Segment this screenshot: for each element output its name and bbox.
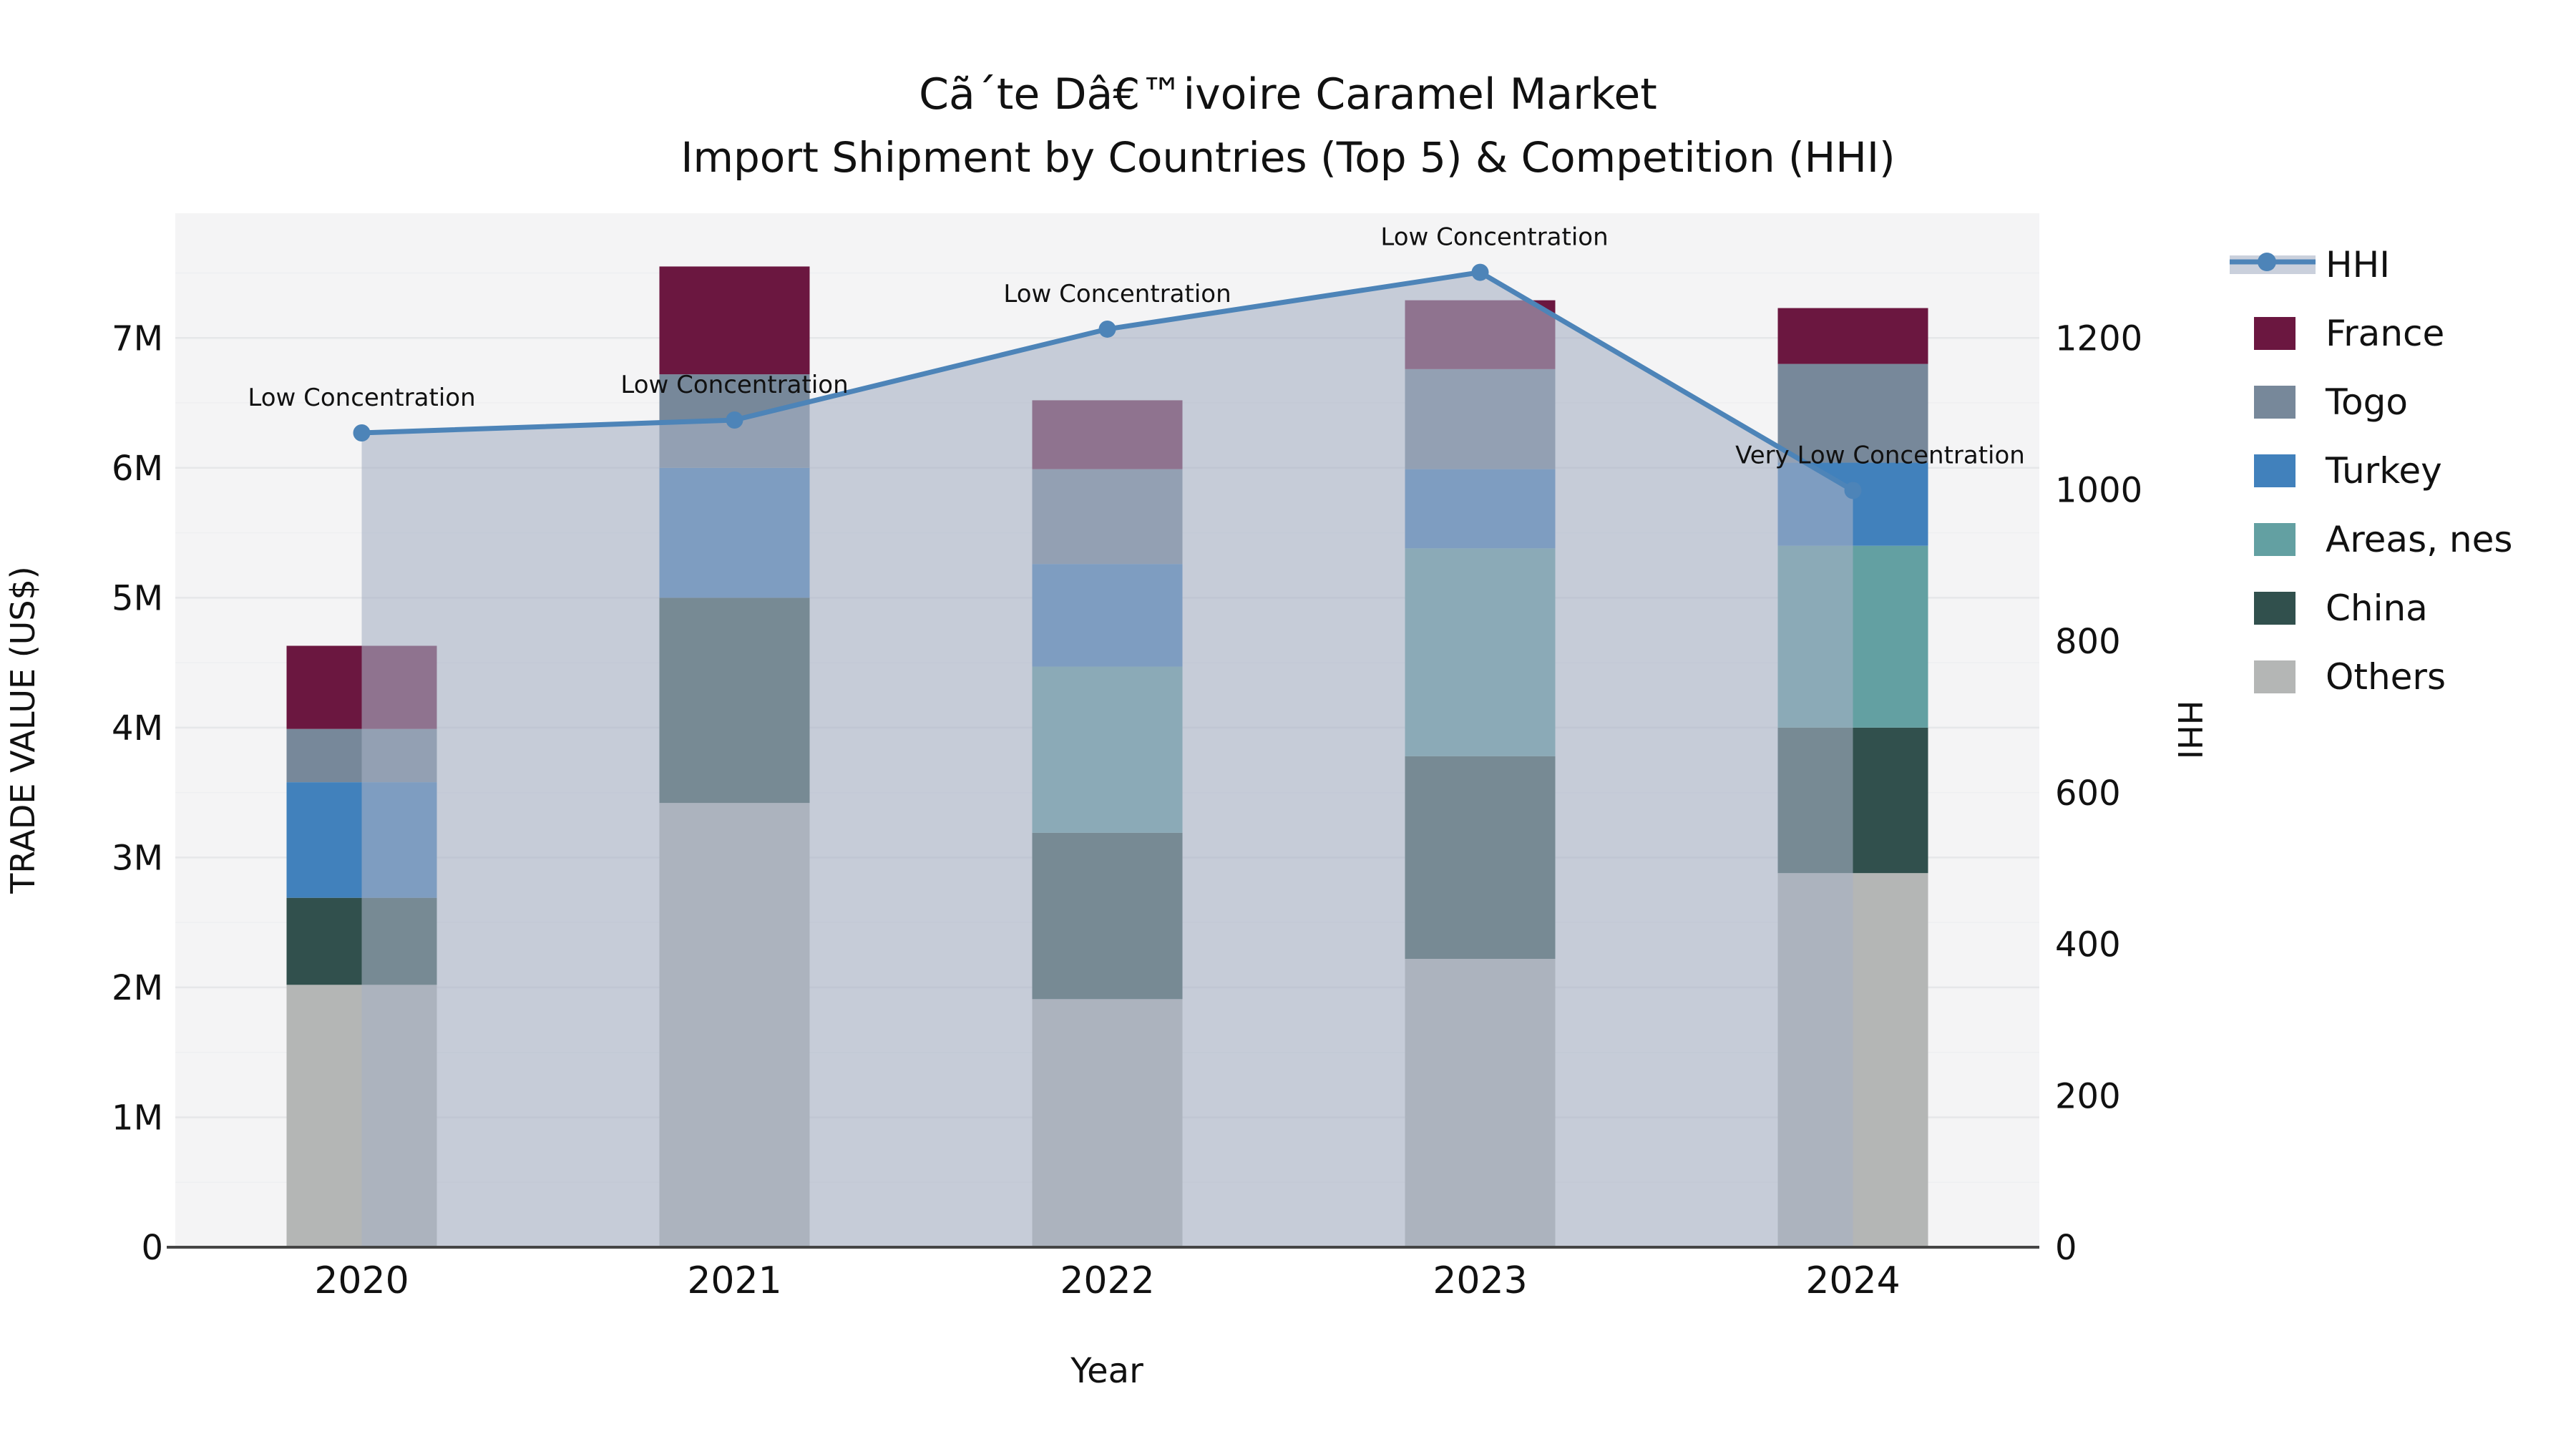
left-y-axis-title: TRADE VALUE (US$) bbox=[4, 566, 42, 894]
right-tick-label: 400 bbox=[2055, 925, 2121, 965]
right-tick-label: 1200 bbox=[2055, 319, 2142, 359]
bar-segment-2021-france bbox=[659, 266, 810, 375]
hhi-marker-2020 bbox=[353, 424, 371, 441]
bar-segment-2024-togo bbox=[1777, 364, 1928, 463]
legend-item-china: China bbox=[2254, 587, 2428, 629]
bar-segment-2024-france bbox=[1777, 308, 1928, 364]
legend-swatch-icon bbox=[2254, 317, 2296, 350]
legend-swatch-icon bbox=[2254, 454, 2296, 487]
right-tick-label: 1000 bbox=[2055, 470, 2142, 510]
right-tick-label: 200 bbox=[2055, 1076, 2121, 1116]
left-tick-label: 7M bbox=[112, 318, 163, 358]
x-tick-label-2023: 2023 bbox=[1433, 1259, 1527, 1302]
legend-label: HHI bbox=[2326, 244, 2390, 286]
right-tick-label: 0 bbox=[2055, 1228, 2077, 1268]
legend-label: China bbox=[2326, 587, 2428, 629]
hhi-marker-2021 bbox=[726, 411, 743, 429]
legend-label: Others bbox=[2326, 656, 2446, 698]
legend-swatch-icon bbox=[2254, 660, 2296, 693]
left-tick-label: 6M bbox=[112, 449, 163, 489]
annotation-2024: Very Low Concentration bbox=[1735, 441, 2025, 469]
annotation-2021: Low Concentration bbox=[620, 371, 848, 399]
legend-item-hhi: HHI bbox=[2230, 244, 2390, 286]
left-tick-label: 1M bbox=[112, 1098, 163, 1138]
x-axis-title: Year bbox=[1070, 1351, 1143, 1391]
left-tick-label: 3M bbox=[112, 838, 163, 878]
legend-item-turkey: Turkey bbox=[2254, 450, 2442, 492]
hhi-marker-2024 bbox=[1844, 482, 1862, 499]
legend-swatch-icon bbox=[2254, 523, 2296, 556]
right-tick-label: 600 bbox=[2055, 774, 2121, 814]
legend-item-france: France bbox=[2254, 313, 2444, 354]
x-tick-label-2024: 2024 bbox=[1805, 1259, 1900, 1302]
legend-hhi-marker-icon bbox=[2258, 253, 2276, 271]
legend-swatch-icon bbox=[2254, 592, 2296, 625]
hhi-marker-2022 bbox=[1098, 320, 1116, 338]
chart-title-line2: Import Shipment by Countries (Top 5) & C… bbox=[680, 133, 1895, 182]
x-tick-label-2022: 2022 bbox=[1060, 1259, 1154, 1302]
legend-label: Turkey bbox=[2325, 450, 2442, 492]
legend-item-areas-nes: Areas, nes bbox=[2254, 519, 2512, 560]
chart-title-line1: Cã´te Dâ€™ivoire Caramel Market bbox=[919, 69, 1657, 119]
legend-label: France bbox=[2326, 313, 2444, 354]
right-tick-label: 800 bbox=[2055, 622, 2121, 662]
x-tick-label-2021: 2021 bbox=[687, 1259, 781, 1302]
legend-item-togo: Togo bbox=[2254, 381, 2408, 423]
legend-item-others: Others bbox=[2254, 656, 2446, 698]
right-y-axis-title: HHI bbox=[2170, 701, 2209, 760]
left-tick-label: 0 bbox=[141, 1228, 163, 1268]
x-tick-label-2020: 2020 bbox=[314, 1259, 409, 1302]
annotation-2020: Low Concentration bbox=[248, 384, 475, 412]
legend-label: Areas, nes bbox=[2326, 519, 2512, 560]
legend-label: Togo bbox=[2325, 381, 2408, 423]
left-tick-label: 4M bbox=[112, 708, 163, 748]
annotation-2022: Low Concentration bbox=[1003, 280, 1231, 308]
legend: HHI France Togo Turkey Areas, nes China Others bbox=[2230, 244, 2512, 698]
annotation-2023: Low Concentration bbox=[1380, 223, 1608, 252]
hhi-area-fill bbox=[361, 272, 1853, 1248]
left-tick-label: 2M bbox=[112, 968, 163, 1008]
legend-swatch-icon bbox=[2254, 386, 2296, 419]
left-tick-label: 5M bbox=[112, 578, 163, 618]
hhi-marker-2023 bbox=[1471, 263, 1489, 281]
